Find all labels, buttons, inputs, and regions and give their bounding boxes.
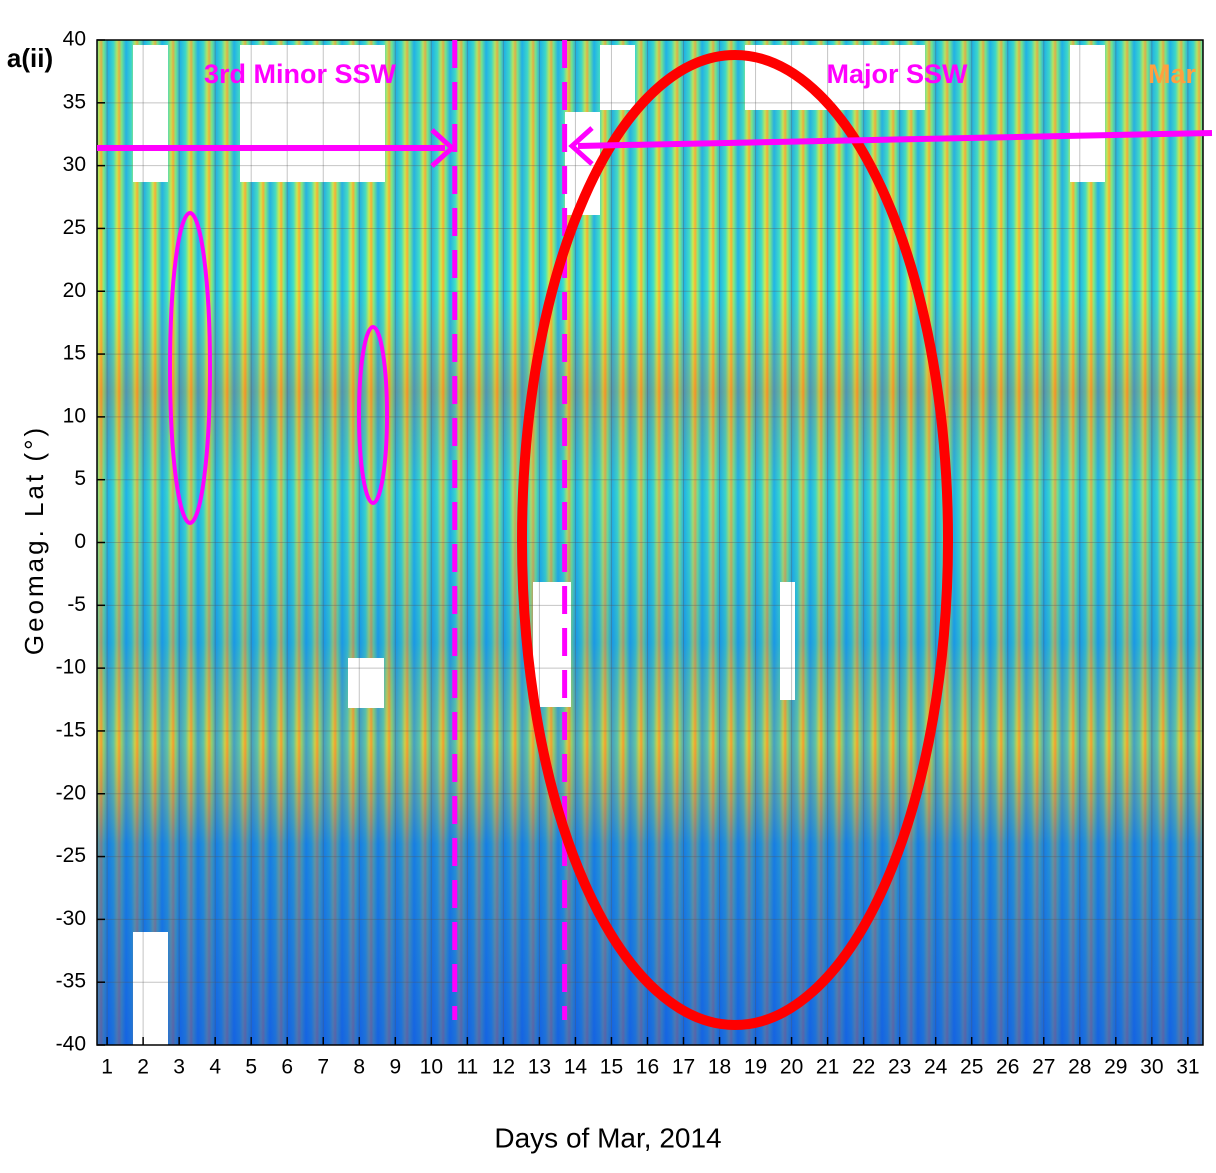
x-tick-label: 3 bbox=[173, 1056, 185, 1079]
highlights bbox=[97, 50, 1213, 1030]
x-tick-label: 27 bbox=[1032, 1056, 1055, 1079]
x-tick-label: 7 bbox=[317, 1056, 329, 1079]
x-tick-label: 6 bbox=[281, 1056, 293, 1079]
x-tick-label: 13 bbox=[528, 1056, 551, 1079]
y-tick-label: -35 bbox=[56, 970, 86, 993]
x-tick-label: 18 bbox=[708, 1056, 731, 1079]
gap bbox=[240, 45, 385, 182]
x-tick-label: 4 bbox=[209, 1056, 221, 1079]
y-tick-label: 15 bbox=[63, 342, 86, 365]
x-tick-label: 23 bbox=[888, 1056, 911, 1079]
x-tick-label: 24 bbox=[924, 1056, 948, 1079]
gap bbox=[1070, 45, 1105, 182]
x-tick-label: 16 bbox=[636, 1056, 659, 1079]
y-tick-label: 40 bbox=[63, 28, 86, 51]
x-tick-label: 29 bbox=[1104, 1056, 1127, 1079]
y-tick-label: 10 bbox=[63, 404, 86, 427]
x-tick-label: 5 bbox=[245, 1056, 257, 1079]
y-tick-label: 35 bbox=[63, 90, 86, 113]
x-tick-label: 22 bbox=[852, 1056, 875, 1079]
y-tick-label: -25 bbox=[56, 844, 86, 867]
x-tick-label: 19 bbox=[744, 1056, 767, 1079]
x-tick-label: 8 bbox=[353, 1056, 365, 1079]
heatmap-shading bbox=[97, 40, 1203, 1045]
annotation: Major SSW bbox=[826, 59, 968, 89]
major-ssw-ellipse bbox=[517, 50, 953, 1030]
x-tick-label: 11 bbox=[456, 1056, 478, 1079]
gap bbox=[133, 45, 168, 182]
x-tick-label: 10 bbox=[420, 1056, 443, 1079]
y-tick-label: 25 bbox=[63, 216, 86, 239]
annotation: Mar bbox=[1148, 59, 1197, 89]
y-tick-label: -40 bbox=[56, 1033, 86, 1056]
panel-label: a(ii) bbox=[7, 43, 53, 73]
x-tick-label: 30 bbox=[1140, 1056, 1163, 1079]
x-tick-label: 26 bbox=[996, 1056, 1019, 1079]
x-tick-label: 14 bbox=[564, 1056, 588, 1079]
x-axis-label: Days of Mar, 2014 bbox=[494, 1122, 721, 1153]
y-tick-label: 0 bbox=[74, 530, 86, 553]
x-tick-label: 25 bbox=[960, 1056, 983, 1079]
gap bbox=[780, 582, 795, 700]
x-tick-label: 21 bbox=[816, 1056, 839, 1079]
x-tick-label: 12 bbox=[492, 1056, 515, 1079]
arrow-head bbox=[430, 128, 456, 168]
x-tick-label: 1 bbox=[101, 1056, 113, 1079]
x-tick-label: 9 bbox=[389, 1056, 401, 1079]
x-tick-label: 17 bbox=[672, 1056, 695, 1079]
y-tick-label: -5 bbox=[67, 593, 86, 616]
annotation: 3rd Minor SSW bbox=[204, 59, 397, 89]
y-tick-label: -10 bbox=[56, 656, 86, 679]
arrow bbox=[577, 130, 1213, 149]
x-tick-label: 28 bbox=[1068, 1056, 1091, 1079]
y-tick-label: -15 bbox=[56, 718, 86, 741]
gap bbox=[348, 658, 384, 708]
y-tick-label: 30 bbox=[63, 153, 86, 176]
heatmap-field bbox=[97, 40, 1203, 1045]
y-tick-label: 20 bbox=[63, 279, 86, 302]
grid bbox=[97, 39, 1203, 1046]
x-tick-label: 31 bbox=[1176, 1056, 1199, 1079]
y-tick-label: 5 bbox=[74, 467, 86, 490]
gap bbox=[600, 45, 635, 110]
gap bbox=[133, 932, 168, 1045]
highlight-ellipse bbox=[357, 325, 389, 505]
ticks: -40-35-30-25-20-15-10-505101520253035401… bbox=[56, 28, 1200, 1079]
highlight-ellipse bbox=[168, 211, 212, 525]
missing-data bbox=[133, 45, 1105, 1045]
x-tick-label: 15 bbox=[600, 1056, 623, 1079]
event-lines bbox=[452, 40, 568, 1020]
y-tick-label: -20 bbox=[56, 781, 86, 804]
x-tick-label: 2 bbox=[137, 1056, 149, 1079]
gap bbox=[745, 45, 925, 110]
arrow-head bbox=[568, 126, 594, 166]
x-tick-label: 20 bbox=[780, 1056, 803, 1079]
y-axis-label: Geomag. Lat (°) bbox=[19, 425, 49, 655]
y-tick-label: -30 bbox=[56, 907, 86, 930]
